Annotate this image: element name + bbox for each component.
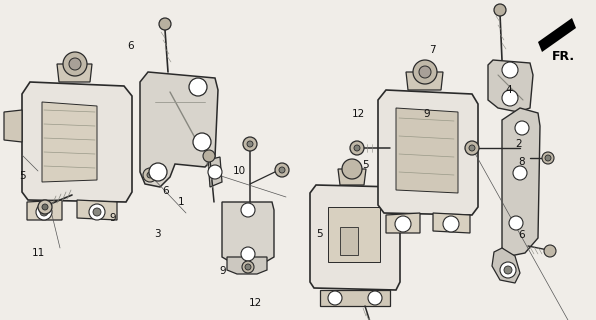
Circle shape: [42, 204, 48, 210]
Polygon shape: [310, 185, 400, 290]
Circle shape: [545, 155, 551, 161]
Circle shape: [241, 247, 255, 261]
Polygon shape: [27, 200, 62, 220]
Polygon shape: [42, 102, 97, 182]
Circle shape: [465, 141, 479, 155]
Text: 8: 8: [519, 157, 525, 167]
Circle shape: [193, 133, 211, 151]
Text: 6: 6: [519, 230, 525, 240]
Text: FR.: FR.: [552, 50, 575, 63]
Polygon shape: [4, 110, 22, 142]
Polygon shape: [502, 108, 540, 256]
Circle shape: [500, 262, 516, 278]
Text: 2: 2: [516, 139, 522, 149]
Circle shape: [242, 261, 254, 273]
Circle shape: [36, 204, 52, 220]
Circle shape: [203, 150, 215, 162]
Bar: [340, 227, 358, 255]
Circle shape: [69, 58, 81, 70]
Text: 9: 9: [219, 266, 226, 276]
Circle shape: [208, 165, 222, 179]
Text: 5: 5: [20, 171, 26, 181]
Circle shape: [502, 62, 518, 78]
Circle shape: [275, 163, 289, 177]
Text: 11: 11: [32, 248, 45, 258]
Polygon shape: [433, 213, 470, 233]
Polygon shape: [227, 257, 267, 274]
Polygon shape: [386, 213, 420, 233]
Text: 6: 6: [162, 186, 169, 196]
Text: 6: 6: [127, 41, 134, 51]
Circle shape: [395, 216, 411, 232]
Circle shape: [245, 264, 251, 270]
Text: 9: 9: [423, 109, 430, 119]
Circle shape: [544, 245, 556, 257]
Circle shape: [147, 172, 153, 178]
Polygon shape: [488, 60, 533, 112]
Polygon shape: [208, 157, 222, 187]
Text: 3: 3: [154, 229, 160, 239]
Polygon shape: [396, 108, 458, 193]
Circle shape: [542, 152, 554, 164]
Text: 5: 5: [316, 229, 322, 239]
Polygon shape: [22, 82, 132, 202]
Circle shape: [38, 200, 52, 214]
Circle shape: [509, 216, 523, 230]
Circle shape: [143, 168, 157, 182]
Polygon shape: [77, 200, 117, 220]
Bar: [328, 207, 380, 262]
Circle shape: [350, 141, 364, 155]
Polygon shape: [492, 248, 520, 283]
Circle shape: [419, 66, 431, 78]
Circle shape: [159, 18, 171, 30]
Circle shape: [413, 60, 437, 84]
Circle shape: [504, 266, 512, 274]
Text: 1: 1: [178, 197, 184, 207]
Circle shape: [354, 145, 360, 151]
Circle shape: [93, 208, 101, 216]
Circle shape: [189, 78, 207, 96]
Text: 12: 12: [249, 298, 262, 308]
Circle shape: [241, 203, 255, 217]
Text: 7: 7: [429, 45, 436, 55]
Polygon shape: [338, 169, 366, 185]
Circle shape: [247, 141, 253, 147]
Circle shape: [328, 291, 342, 305]
Polygon shape: [378, 90, 478, 215]
Circle shape: [469, 145, 475, 151]
Polygon shape: [538, 18, 576, 52]
Text: 9: 9: [109, 213, 116, 223]
Polygon shape: [140, 72, 218, 187]
Circle shape: [368, 291, 382, 305]
Circle shape: [342, 159, 362, 179]
Text: 5: 5: [362, 160, 369, 170]
Circle shape: [63, 52, 87, 76]
Polygon shape: [57, 64, 92, 82]
Polygon shape: [320, 290, 390, 306]
Circle shape: [515, 121, 529, 135]
Circle shape: [443, 216, 459, 232]
Polygon shape: [222, 202, 274, 264]
Circle shape: [149, 163, 167, 181]
Circle shape: [494, 4, 506, 16]
Circle shape: [243, 137, 257, 151]
Circle shape: [89, 204, 105, 220]
Circle shape: [40, 208, 48, 216]
Text: 12: 12: [352, 109, 365, 119]
Text: 4: 4: [505, 85, 512, 95]
Circle shape: [513, 166, 527, 180]
Text: 10: 10: [232, 166, 246, 176]
Polygon shape: [406, 72, 443, 90]
Circle shape: [279, 167, 285, 173]
Circle shape: [502, 90, 518, 106]
